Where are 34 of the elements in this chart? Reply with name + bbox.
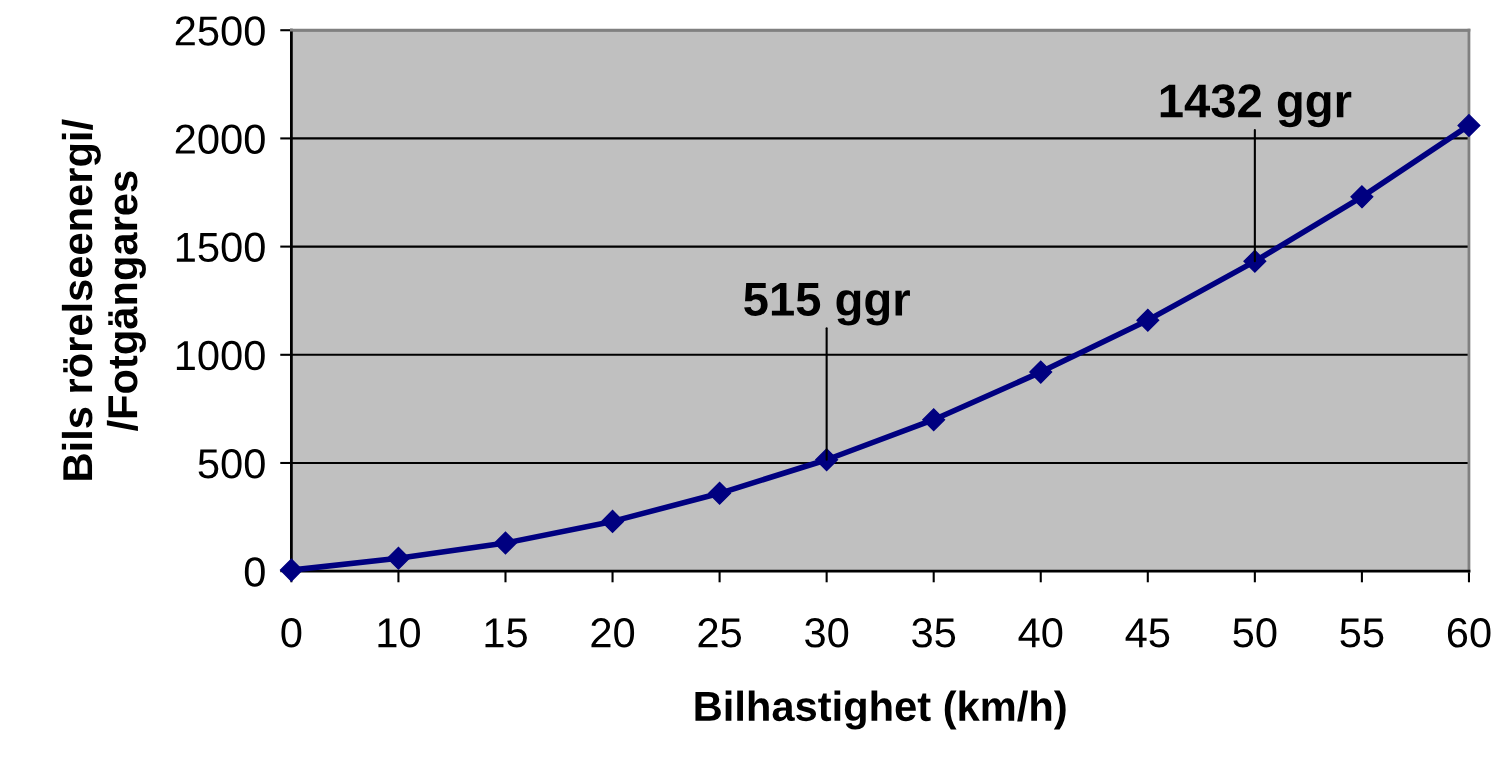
x-tick-label: 0	[281, 618, 302, 648]
x-tick-label: 30	[805, 618, 849, 648]
point	[1029, 360, 1053, 384]
point	[922, 408, 946, 432]
point	[708, 481, 732, 505]
point	[1243, 249, 1267, 273]
x-tick-label: 35	[912, 618, 956, 648]
point	[279, 558, 303, 582]
point	[815, 448, 839, 472]
y-tick-label: 1000	[176, 340, 265, 371]
x-tick-label: 15	[485, 618, 527, 648]
point	[601, 509, 625, 533]
x-tick-label: 45	[1125, 618, 1170, 648]
y-tick-label: 2500	[175, 16, 265, 46]
y-tick-label: 0	[244, 557, 265, 587]
annotation: 1432 ggr	[1160, 84, 1352, 128]
x-tick-label: 55	[1340, 618, 1384, 648]
y-tick-label: 500	[198, 448, 265, 479]
x-tick-label: 25	[698, 618, 742, 648]
point	[1136, 308, 1160, 332]
y-tick-label: 1500	[176, 232, 265, 263]
point	[386, 546, 410, 570]
y-tick-label: 2000	[175, 124, 265, 154]
point	[493, 531, 517, 555]
x-tick-label: 40	[1018, 618, 1063, 648]
y-axis-title: Bils rörelseenergi/ /Fotgängares	[61, 119, 146, 480]
point	[1350, 185, 1374, 209]
x-tick-label: 10	[378, 618, 420, 648]
x-axis-title: Bilhastighet (km/h)	[695, 690, 1066, 730]
x-tick-label: 60	[1447, 618, 1491, 648]
x-tick-label: 20	[591, 618, 635, 648]
point	[1457, 113, 1481, 137]
annotation: 515 ggr	[744, 283, 910, 326]
x-tick-label: 50	[1233, 618, 1277, 648]
